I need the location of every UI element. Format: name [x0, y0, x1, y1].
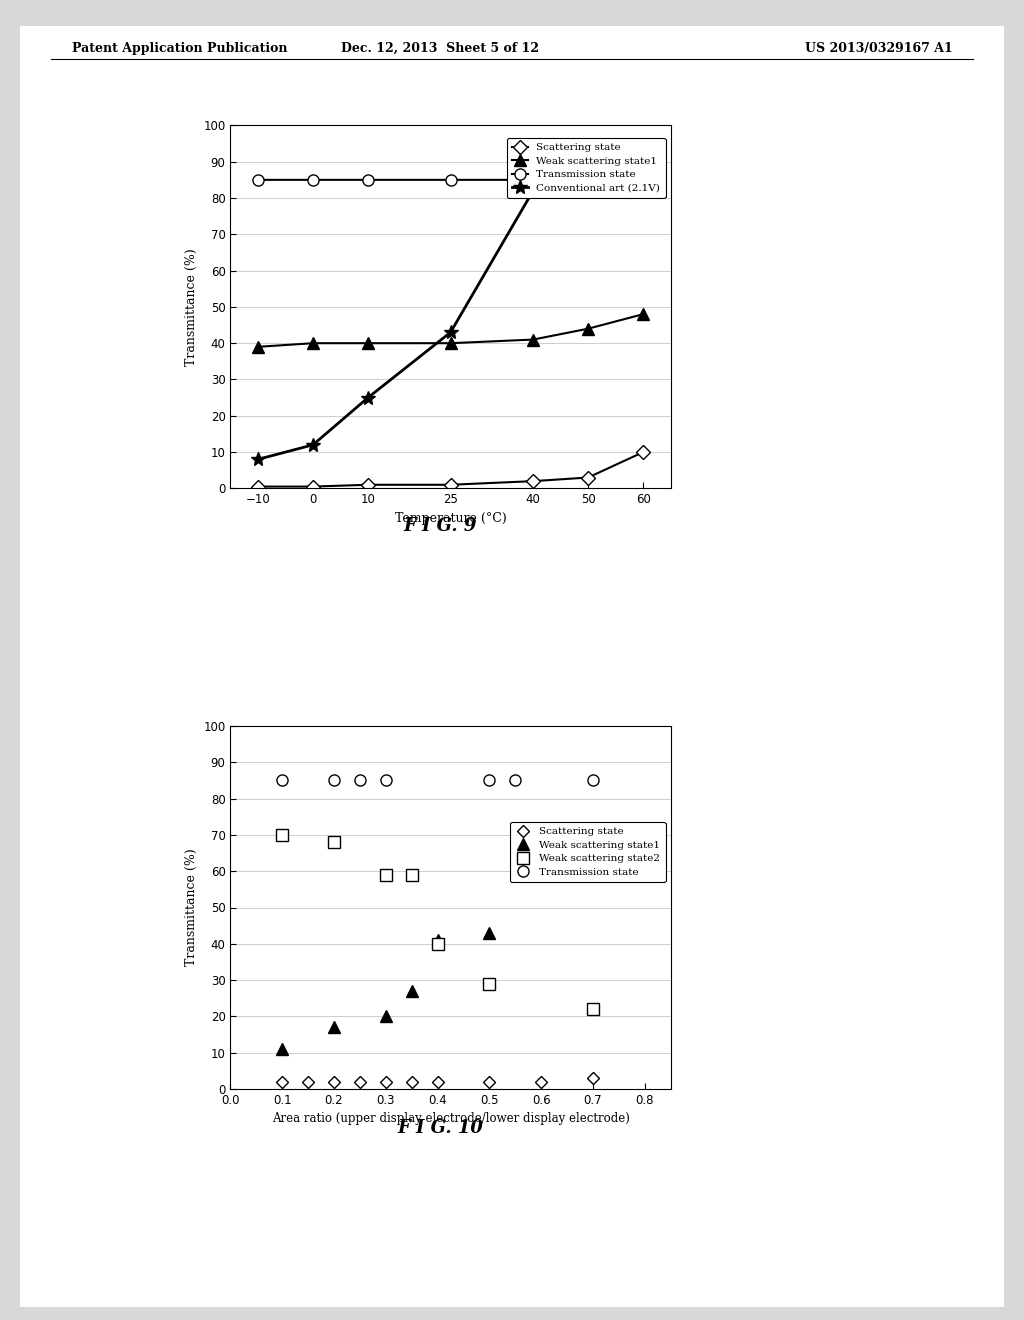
Line: Weak scattering state1: Weak scattering state1	[276, 862, 599, 1055]
Y-axis label: Transmittance (%): Transmittance (%)	[184, 248, 198, 366]
Weak scattering state1	[252, 339, 264, 355]
Conventional art (2.1V)	[527, 182, 540, 198]
Scattering state	[637, 444, 649, 459]
Weak scattering state2	[328, 834, 340, 850]
Transmission state	[587, 772, 599, 788]
Conventional art (2.1V)	[307, 437, 319, 453]
Transmission state	[637, 168, 649, 183]
Weak scattering state1	[431, 932, 443, 948]
Transmission state	[527, 172, 540, 187]
Transmission state	[582, 168, 594, 183]
Line: Conventional art (2.1V): Conventional art (2.1V)	[251, 169, 650, 466]
Conventional art (2.1V)	[361, 389, 374, 405]
Line: Weak scattering state1: Weak scattering state1	[252, 309, 649, 352]
Weak scattering state1	[637, 306, 649, 322]
Scattering state	[483, 1074, 496, 1090]
Weak scattering state1	[444, 335, 457, 351]
Conventional art (2.1V)	[252, 451, 264, 467]
Scattering state	[361, 477, 374, 492]
Weak scattering state2	[483, 975, 496, 991]
Transmission state	[483, 772, 496, 788]
Scattering state	[527, 473, 540, 488]
Legend: Scattering state, Weak scattering state1, Transmission state, Conventional art (: Scattering state, Weak scattering state1…	[507, 137, 666, 198]
Weak scattering state1	[380, 1008, 392, 1024]
Weak scattering state1	[361, 335, 374, 351]
Text: US 2013/0329167 A1: US 2013/0329167 A1	[805, 42, 952, 55]
Scattering state	[307, 479, 319, 495]
Transmission state	[307, 172, 319, 187]
Conventional art (2.1V)	[637, 168, 649, 183]
X-axis label: Temperature (°C): Temperature (°C)	[394, 512, 507, 525]
Scattering state	[587, 1071, 599, 1086]
Scattering state	[353, 1074, 366, 1090]
Transmission state	[361, 172, 374, 187]
Scattering state	[380, 1074, 392, 1090]
Weak scattering state1	[483, 925, 496, 941]
Text: Dec. 12, 2013  Sheet 5 of 12: Dec. 12, 2013 Sheet 5 of 12	[341, 42, 540, 55]
Transmission state	[353, 772, 366, 788]
Weak scattering state2	[276, 826, 289, 843]
Weak scattering state1	[307, 335, 319, 351]
Line: Scattering state: Scattering state	[279, 1074, 597, 1086]
Weak scattering state1	[328, 1019, 340, 1035]
Y-axis label: Transmittance (%): Transmittance (%)	[184, 849, 198, 966]
Text: Patent Application Publication: Patent Application Publication	[72, 42, 287, 55]
Weak scattering state2	[431, 936, 443, 952]
Weak scattering state1	[587, 859, 599, 875]
Text: F I G. 9: F I G. 9	[403, 517, 477, 536]
Weak scattering state1	[582, 321, 594, 337]
Transmission state	[380, 772, 392, 788]
Text: F I G. 10: F I G. 10	[397, 1119, 483, 1138]
Scattering state	[444, 477, 457, 492]
Line: Transmission state: Transmission state	[252, 170, 649, 185]
Weak scattering state1	[536, 867, 548, 883]
Weak scattering state1	[527, 331, 540, 347]
Weak scattering state2	[406, 867, 418, 883]
Line: Scattering state: Scattering state	[253, 447, 648, 491]
Weak scattering state1	[276, 1041, 289, 1057]
Scattering state	[406, 1074, 418, 1090]
Scattering state	[302, 1074, 314, 1090]
Line: Weak scattering state2: Weak scattering state2	[276, 829, 599, 1015]
Scattering state	[582, 470, 594, 486]
Transmission state	[252, 172, 264, 187]
X-axis label: Area ratio (upper display electrode/lower display electrode): Area ratio (upper display electrode/lowe…	[271, 1113, 630, 1126]
Weak scattering state2	[587, 1002, 599, 1018]
Scattering state	[276, 1074, 289, 1090]
Transmission state	[276, 772, 289, 788]
Transmission state	[444, 172, 457, 187]
Scattering state	[252, 479, 264, 495]
Transmission state	[509, 772, 521, 788]
Scattering state	[431, 1074, 443, 1090]
Legend: Scattering state, Weak scattering state1, Weak scattering state2, Transmission s: Scattering state, Weak scattering state1…	[510, 822, 666, 882]
Transmission state	[328, 772, 340, 788]
Conventional art (2.1V)	[444, 325, 457, 341]
Weak scattering state2	[380, 867, 392, 883]
Scattering state	[536, 1074, 548, 1090]
Conventional art (2.1V)	[582, 172, 594, 187]
Scattering state	[328, 1074, 340, 1090]
Line: Transmission state: Transmission state	[276, 775, 599, 785]
Weak scattering state1	[406, 983, 418, 999]
